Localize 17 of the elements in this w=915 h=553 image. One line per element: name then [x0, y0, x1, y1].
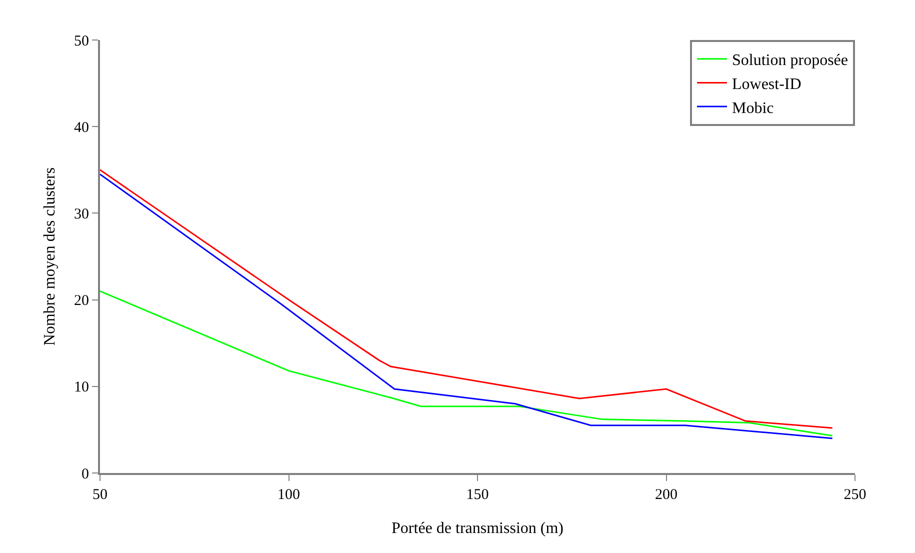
line-series	[100, 290, 834, 437]
y-tick-label: 10	[74, 380, 89, 396]
y-tick-label: 0	[82, 466, 89, 482]
x-axis-title: Portée de transmission (m)	[392, 520, 564, 538]
y-tick-label: 40	[74, 120, 89, 136]
x-tick-label: 150	[466, 487, 489, 503]
x-tick-label: 100	[278, 487, 300, 503]
x-tick-label: 250	[844, 487, 866, 503]
legend-label: Mobic	[732, 100, 774, 117]
x-tick-label: 50	[92, 487, 108, 503]
legend-label: Solution proposée	[732, 52, 848, 70]
y-tick-label: 20	[74, 293, 89, 310]
y-tick-label: 50	[74, 33, 89, 50]
y-axis-title: Nombre moyen des clusters	[41, 167, 58, 346]
legend-label: Lowest-ID	[732, 76, 802, 93]
x-tick-label: 200	[655, 487, 678, 503]
y-tick-label: 30	[74, 206, 89, 222]
